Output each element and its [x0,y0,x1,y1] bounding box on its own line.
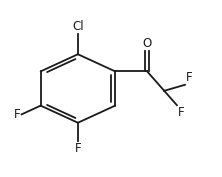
Text: O: O [143,37,152,50]
Text: F: F [14,108,20,121]
Text: F: F [75,142,81,155]
Text: F: F [186,71,193,84]
Text: F: F [178,106,185,119]
Text: Cl: Cl [72,20,84,33]
